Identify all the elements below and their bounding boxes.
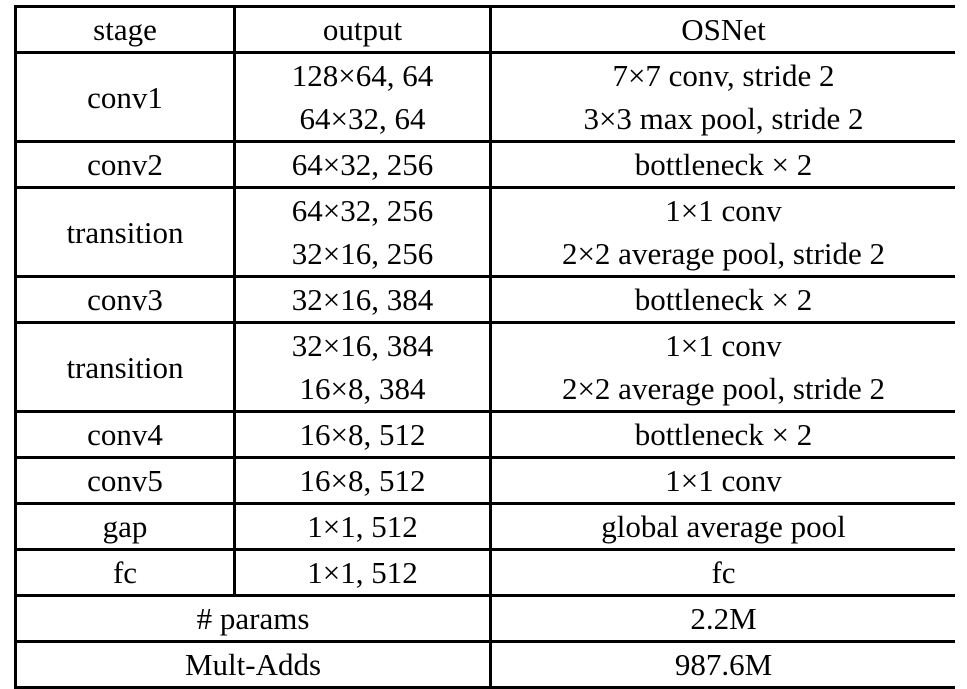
osnet-cell: 1×1 conv 2×2 average pool, stride 2	[490, 186, 955, 277]
mult-adds-label: Mult-Adds	[14, 640, 492, 689]
osnet-line: 1×1 conv	[665, 193, 782, 228]
osnet-cell: global average pool	[490, 502, 955, 550]
summary-row-params: # params 2.2M	[14, 594, 955, 642]
output-line: 64×32, 256	[291, 193, 434, 228]
table-row: gap 1×1, 512 global average pool	[14, 502, 955, 550]
osnet-line: 7×7 conv, stride 2	[612, 58, 835, 93]
table-row: conv4 16×8, 512 bottleneck × 2	[14, 410, 955, 458]
osnet-cell: bottleneck × 2	[490, 410, 955, 458]
osnet-cell: bottleneck × 2	[490, 275, 955, 323]
header-row: stage output OSNet	[14, 5, 955, 53]
stage-cell: fc	[14, 548, 236, 596]
osnet-line: 2×2 average pool, stride 2	[561, 371, 886, 406]
output-cell: 1×1, 512	[234, 502, 492, 550]
params-label: # params	[14, 594, 492, 642]
output-cell: 32×16, 384 16×8, 384	[234, 321, 492, 412]
osnet-architecture-table: stage output OSNet conv1 128×64, 64 64×3…	[14, 5, 955, 689]
osnet-cell: 1×1 conv	[490, 456, 955, 504]
table-row: conv2 64×32, 256 bottleneck × 2	[14, 140, 955, 188]
output-line: 32×16, 256	[291, 236, 434, 271]
table-row: conv1 128×64, 64 64×32, 64 7×7 conv, str…	[14, 51, 955, 142]
table-row: conv3 32×16, 384 bottleneck × 2	[14, 275, 955, 323]
header-osnet: OSNet	[490, 5, 955, 53]
osnet-cell: 7×7 conv, stride 2 3×3 max pool, stride …	[490, 51, 955, 142]
osnet-line: 2×2 average pool, stride 2	[561, 236, 886, 271]
params-value: 2.2M	[490, 594, 955, 642]
osnet-cell: 1×1 conv 2×2 average pool, stride 2	[490, 321, 955, 412]
stage-cell: transition	[14, 186, 236, 277]
header-stage: stage	[14, 5, 236, 53]
output-cell: 64×32, 256 32×16, 256	[234, 186, 492, 277]
table-row: transition 32×16, 384 16×8, 384 1×1 conv…	[14, 321, 955, 412]
output-cell: 128×64, 64 64×32, 64	[234, 51, 492, 142]
stage-cell: conv2	[14, 140, 236, 188]
output-line: 32×16, 384	[291, 328, 434, 363]
osnet-cell: bottleneck × 2	[490, 140, 955, 188]
output-cell: 1×1, 512	[234, 548, 492, 596]
osnet-line: 1×1 conv	[665, 328, 782, 363]
stage-cell: conv4	[14, 410, 236, 458]
stage-cell: transition	[14, 321, 236, 412]
stage-cell: conv5	[14, 456, 236, 504]
output-cell: 16×8, 512	[234, 456, 492, 504]
table-row: conv5 16×8, 512 1×1 conv	[14, 456, 955, 504]
output-cell: 32×16, 384	[234, 275, 492, 323]
stage-cell: conv3	[14, 275, 236, 323]
table-row: fc 1×1, 512 fc	[14, 548, 955, 596]
mult-adds-value: 987.6M	[490, 640, 955, 689]
stage-cell: gap	[14, 502, 236, 550]
header-output: output	[234, 5, 492, 53]
summary-row-mult-adds: Mult-Adds 987.6M	[14, 640, 955, 689]
output-cell: 16×8, 512	[234, 410, 492, 458]
osnet-line: 3×3 max pool, stride 2	[583, 101, 864, 136]
stage-cell: conv1	[14, 51, 236, 142]
table-row: transition 64×32, 256 32×16, 256 1×1 con…	[14, 186, 955, 277]
output-line: 64×32, 64	[299, 101, 426, 136]
osnet-cell: fc	[490, 548, 955, 596]
output-cell: 64×32, 256	[234, 140, 492, 188]
output-line: 16×8, 384	[299, 371, 426, 406]
output-line: 128×64, 64	[291, 58, 434, 93]
